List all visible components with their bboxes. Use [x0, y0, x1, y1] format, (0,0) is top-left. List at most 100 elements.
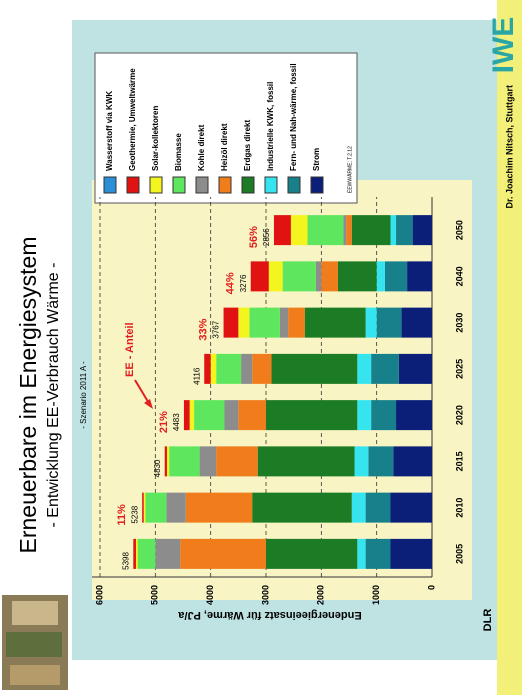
y-tick-label: 3000: [260, 585, 270, 605]
legend-swatch: [264, 176, 278, 194]
x-tick-label: 2030: [454, 313, 464, 333]
bar-segment: [368, 446, 394, 477]
bar-segment: [185, 492, 253, 523]
title: Erneuerbare im Energiesystem: [15, 236, 41, 553]
annotation-arrowhead: [144, 399, 153, 409]
total-label: 4483: [172, 413, 181, 431]
chart-subtitle: - Szenario 2011 A -: [79, 361, 88, 429]
bar-segment: [357, 353, 372, 384]
y-tick-label: 6000: [94, 585, 104, 605]
y-axis-label: Endenergieeinsatz für Wärme, PJ/a: [177, 609, 361, 621]
bar-segment: [376, 307, 402, 338]
legend-swatch: [103, 176, 117, 194]
x-tick-label: 2025: [454, 359, 464, 379]
bar-segment: [315, 261, 322, 292]
total-label: 3276: [239, 274, 248, 292]
total-label: 3767: [212, 320, 221, 338]
bar-segment: [290, 215, 308, 246]
bar-segment: [376, 261, 385, 292]
footer-org: DLR: [482, 609, 494, 632]
bar-segment: [238, 307, 250, 338]
legend-label: Wasserstoff via KWK: [105, 91, 114, 171]
bar-segment: [351, 492, 366, 523]
bar-segment: [412, 215, 432, 246]
bar-segment: [398, 353, 432, 384]
bar-segment: [396, 215, 413, 246]
bar-segment: [279, 307, 289, 338]
bar-segment: [271, 353, 358, 384]
ee-share-label: 11%: [116, 504, 128, 526]
bar-segment: [223, 307, 239, 338]
bar-segment: [354, 446, 369, 477]
bar-segment: [357, 538, 366, 569]
total-label: 4830: [153, 459, 162, 477]
total-label: 5238: [130, 505, 139, 523]
x-tick-label: 2005: [454, 544, 464, 564]
legend-label: Fern- und Nah-wärme, fossil: [289, 63, 298, 171]
legend-swatch: [241, 176, 255, 194]
bar-segment: [357, 400, 372, 431]
legend-swatch: [287, 176, 301, 194]
bar-segment: [321, 261, 338, 292]
bar-segment: [155, 538, 181, 569]
legend-swatch: [218, 176, 232, 194]
bar-segment: [365, 492, 391, 523]
bar-segment: [199, 446, 217, 477]
bar-segment: [268, 261, 283, 292]
bar-segment: [371, 400, 397, 431]
bar-segment: [250, 261, 269, 292]
bar-segment: [194, 400, 225, 431]
bar-segment: [189, 400, 195, 431]
total-label: 4116: [192, 367, 201, 385]
y-tick-label: 4000: [205, 585, 215, 605]
bar-segment: [266, 538, 358, 569]
bar-segment: [166, 492, 186, 523]
bar-segment: [135, 538, 138, 569]
bar-segment: [252, 492, 352, 523]
x-tick-label: 2010: [454, 498, 464, 518]
bar-segment: [164, 446, 167, 477]
bar-segment: [238, 400, 266, 431]
bar-segment: [384, 261, 408, 292]
legend-label: Solar-kollektoren: [151, 106, 160, 171]
legend-swatch: [149, 176, 163, 194]
legend-label: Biomasse: [174, 133, 183, 171]
legend-label: Strom: [312, 148, 321, 171]
bar-segment: [390, 538, 432, 569]
bar-segment: [365, 538, 391, 569]
x-tick-label: 2050: [454, 220, 464, 240]
bar-segment: [142, 492, 144, 523]
y-tick-label: 0: [426, 585, 436, 590]
bar-segment: [390, 215, 397, 246]
bar-segment: [393, 446, 432, 477]
footer-author: Dr. Joachim Nitsch, Stuttgart: [504, 85, 514, 209]
bar-segment: [407, 261, 433, 292]
bar-segment: [346, 215, 352, 246]
x-tick-label: 2040: [454, 266, 464, 286]
bar-segment: [224, 400, 239, 431]
bar-segment: [304, 307, 366, 338]
bar-segment: [133, 538, 136, 569]
annotation: EE - Anteil: [124, 322, 136, 377]
ee-share-label: 44%: [225, 272, 237, 294]
legend-swatch: [172, 176, 186, 194]
bar-segment: [307, 215, 344, 246]
legend-label: Kohle direkt: [197, 124, 206, 171]
legend-label: Geothermie, Umweltwärme: [128, 68, 137, 171]
bar-segment: [273, 215, 291, 246]
bar-segment: [252, 353, 272, 384]
x-tick-label: 2015: [454, 451, 464, 471]
bar-segment: [143, 492, 146, 523]
bar-segment: [145, 492, 167, 523]
subtitle: - Entwicklung EE-Verbrauch Wärme -: [45, 263, 62, 528]
bar-segment: [166, 446, 170, 477]
ee-share-label: 33%: [197, 318, 209, 340]
legend-note: EEWWÄRME; T.2.12: [346, 146, 353, 193]
bar-segment: [365, 307, 377, 338]
bar-segment: [390, 492, 432, 523]
legend-box: [94, 52, 358, 204]
footer-strip: [497, 0, 522, 695]
y-tick-label: 5000: [150, 585, 160, 605]
